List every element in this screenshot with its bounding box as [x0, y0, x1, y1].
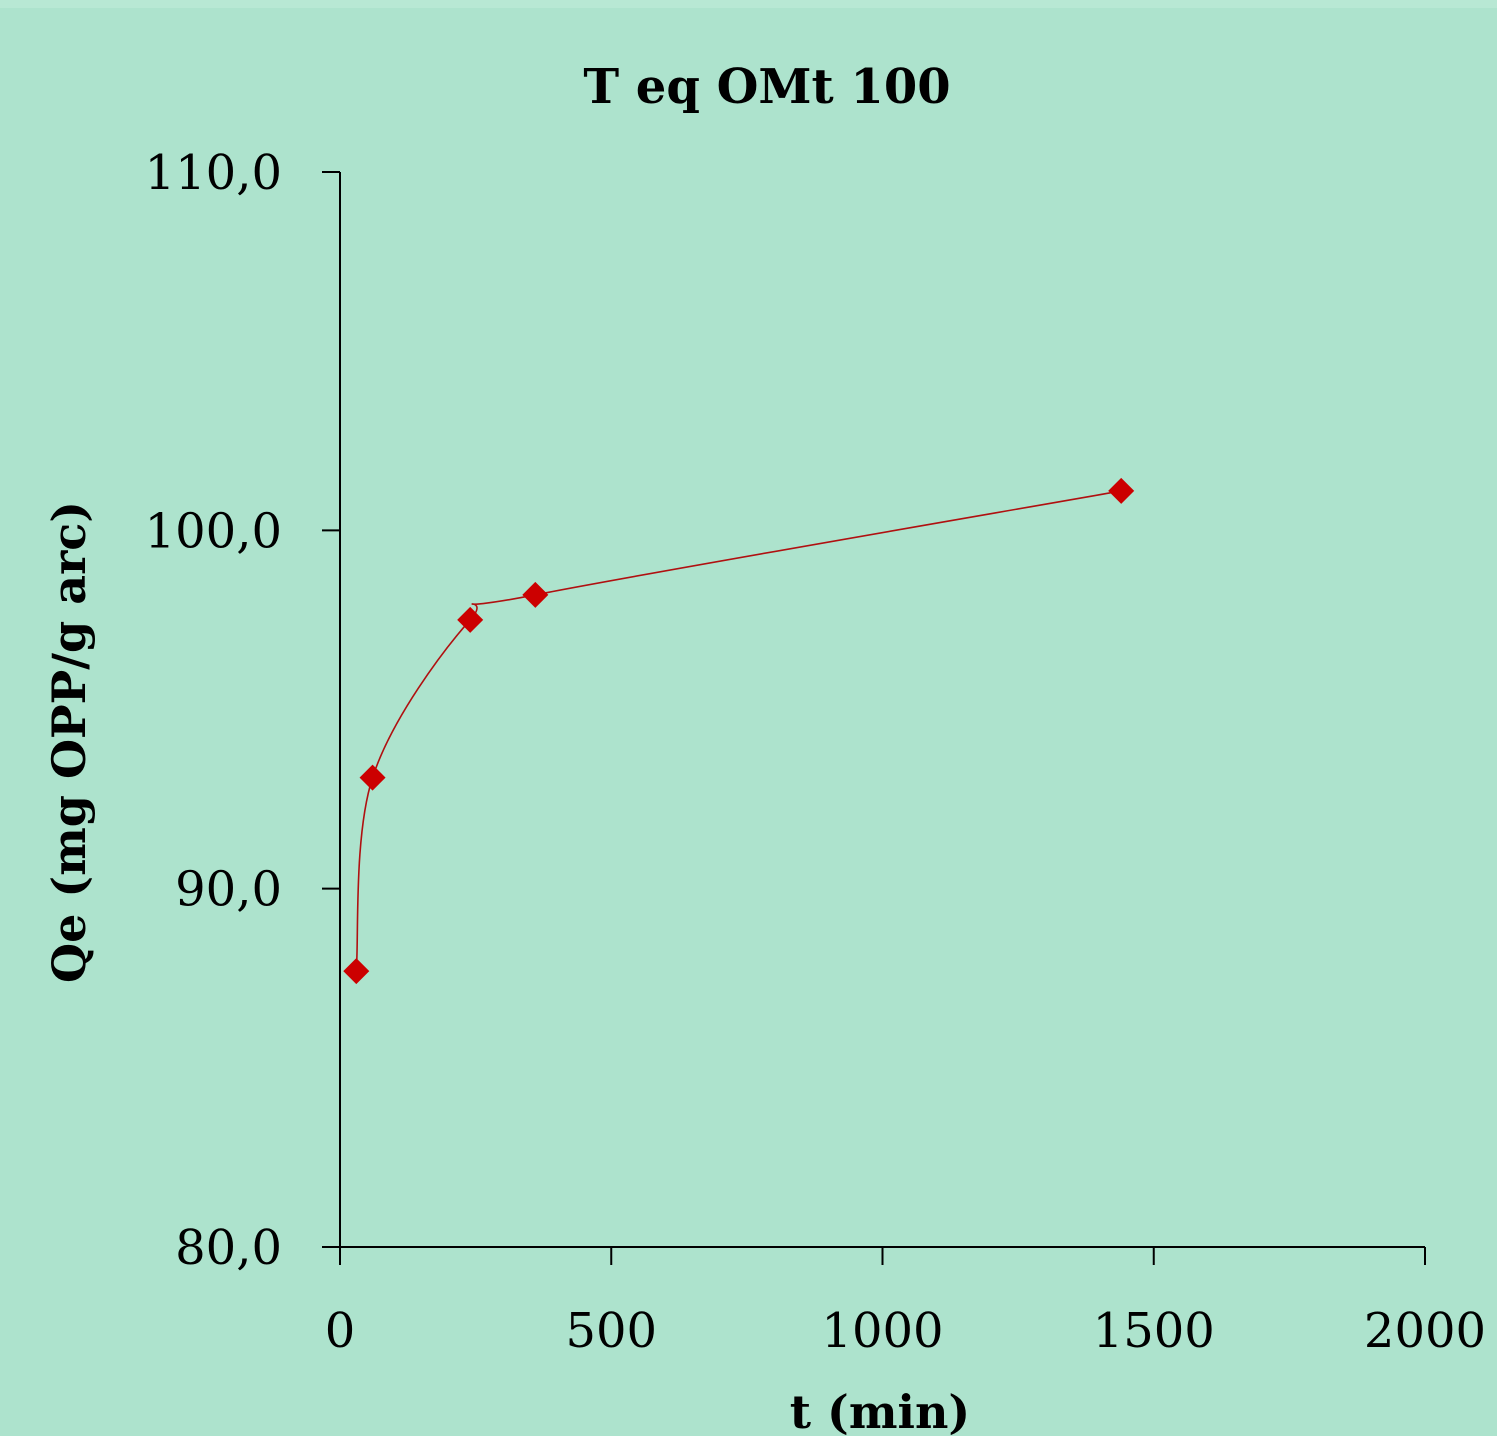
y-tick-label: 100,0: [145, 503, 282, 559]
data-point: [1108, 477, 1135, 504]
axes: [339, 172, 1425, 1248]
chart-title: T eq OMt 100: [583, 59, 950, 115]
data-point: [522, 581, 549, 608]
series-line: [355, 490, 1122, 972]
y-tick-label: 90,0: [175, 862, 282, 918]
series-line-group: [355, 490, 1122, 972]
x-tick-label: 1500: [1093, 1303, 1215, 1359]
top-strip: [0, 0, 1497, 8]
x-axis-title: t (min): [790, 1385, 970, 1436]
y-tick-label: 80,0: [175, 1220, 282, 1276]
y-axis-title: Qe (mg OPP/g arc): [42, 501, 96, 983]
data-point: [343, 958, 370, 985]
x-tick-label: 2000: [1364, 1303, 1486, 1359]
x-tick-label: 0: [325, 1303, 356, 1359]
x-ticks: 0 500 1000 1500 2000: [325, 1247, 1486, 1359]
y-ticks: 80,0 90,0 100,0 110,0: [145, 145, 340, 1276]
series-points-group: [343, 477, 1135, 985]
x-tick-label: 500: [565, 1303, 657, 1359]
y-tick-label: 110,0: [145, 145, 282, 201]
data-point: [457, 606, 484, 633]
x-tick-label: 1000: [821, 1303, 943, 1359]
data-point: [359, 764, 386, 791]
